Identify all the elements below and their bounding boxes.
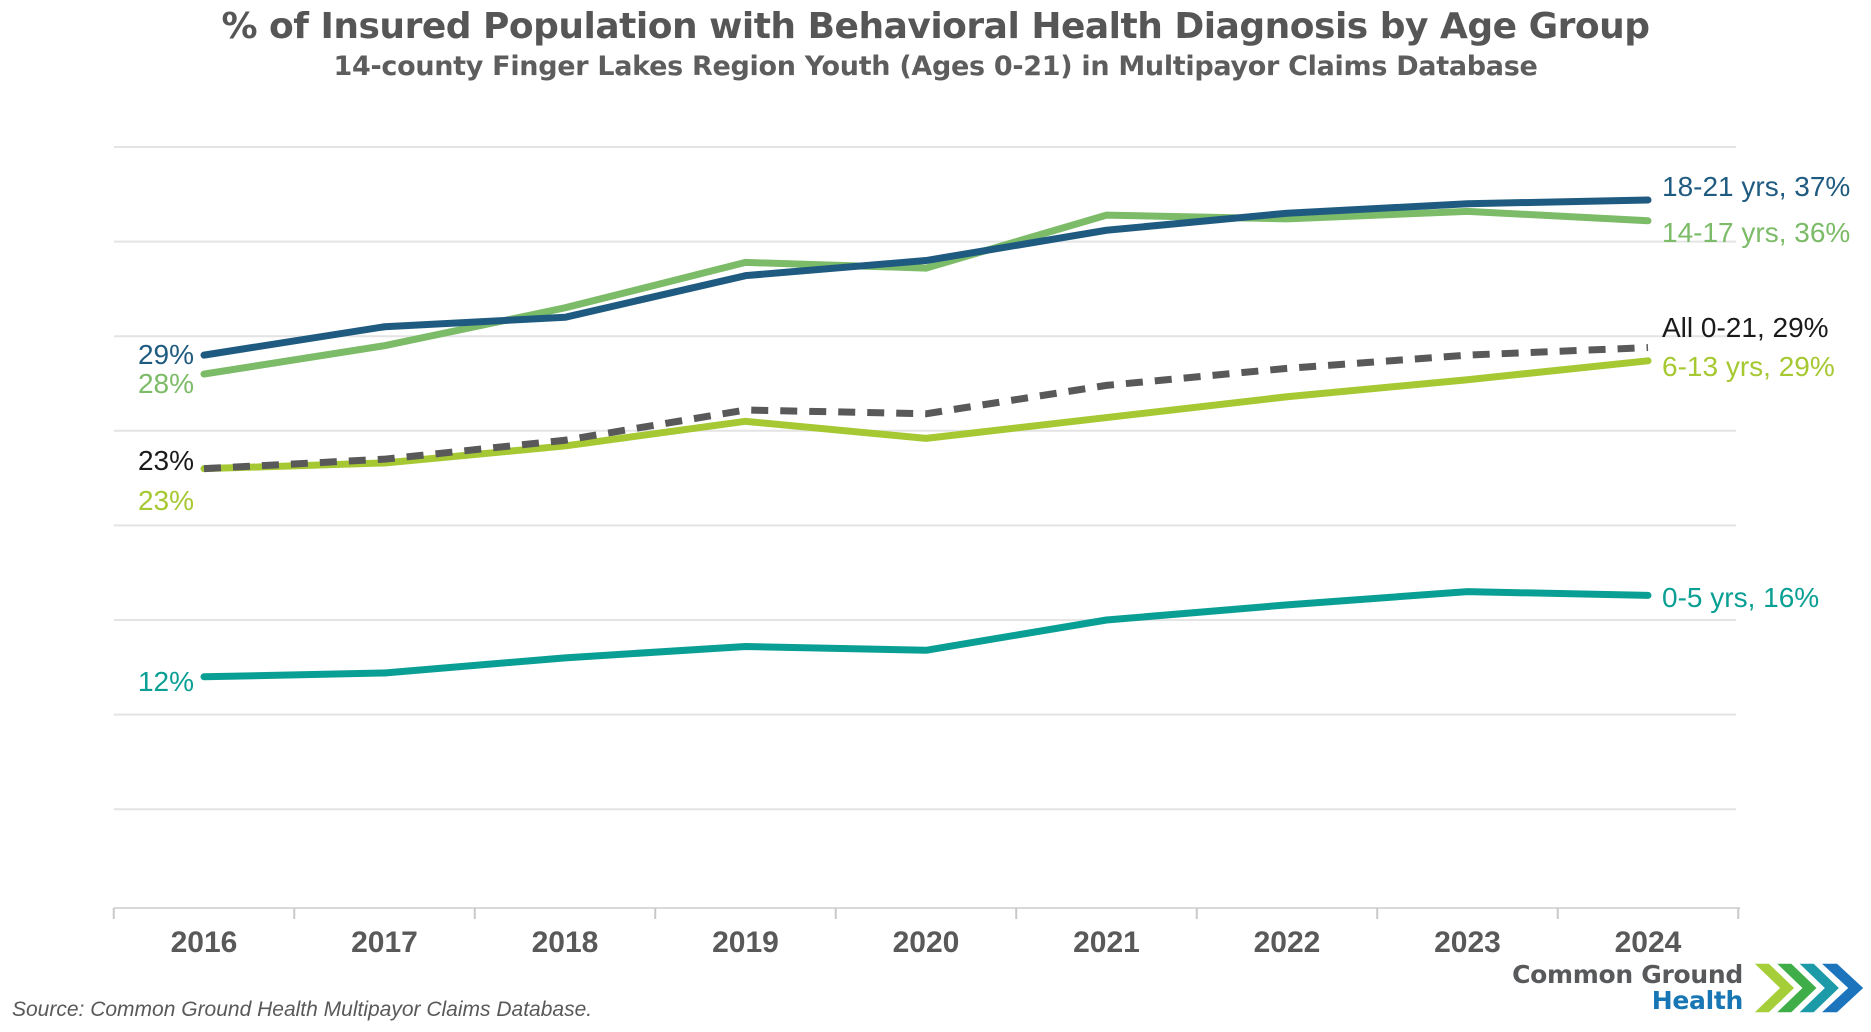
end-label-6-13: 6-13 yrs, 29% [1662,350,1835,382]
start-label-18-21: 29% [137,339,194,371]
start-label-6-13: 23% [137,484,194,516]
x-axis-label-2016: 2016 [170,926,238,959]
series-line-0-5-yrs [200,588,1652,681]
x-axis-label-2021: 2021 [1073,926,1140,959]
logo-line2: Health [1651,986,1744,1015]
start-label-all-0-21: 23% [137,444,194,476]
start-label-14-17: 28% [137,368,194,400]
source-note: Source: Common Ground Health Multipayor … [12,998,593,1021]
end-label-all-0-21: All 0-21, 29% [1662,311,1829,343]
x-axis-label-2022: 2022 [1253,926,1321,959]
series-line-6-13-yrs [200,357,1652,473]
x-axis-label-2018: 2018 [531,926,599,959]
x-axis-label-2024: 2024 [1614,926,1682,959]
x-axis-label-2023: 2023 [1434,926,1501,959]
series-line-all-0-21 [203,344,1649,473]
chart-header: % of Insured Population with Behavioral … [8,6,1863,82]
x-axis-label-2017: 2017 [351,926,418,959]
chart-title: % of Insured Population with Behavioral … [221,6,1650,47]
logo-chevrons-icon [1754,963,1864,1013]
end-label-18-21: 18-21 yrs, 37% [1662,170,1851,202]
end-label-0-5: 0-5 yrs, 16% [1662,582,1820,614]
common-ground-health-logo: Common Ground Health [1512,960,1865,1016]
end-label-14-17: 14-17 yrs, 36% [1662,216,1851,248]
x-axis-label-2020: 2020 [892,926,960,959]
logo-line1: Common Ground [1512,959,1743,989]
start-label-0-5: 12% [137,665,194,697]
chart-subtitle: 14-county Finger Lakes Region Youth (Age… [333,51,1538,82]
x-axis-label-2019: 2019 [712,926,779,959]
series-line-14-17-yrs [200,207,1652,378]
series-line-18-21-yrs [200,196,1652,359]
logo-wordmark: Common Ground Health [1512,959,1744,1015]
